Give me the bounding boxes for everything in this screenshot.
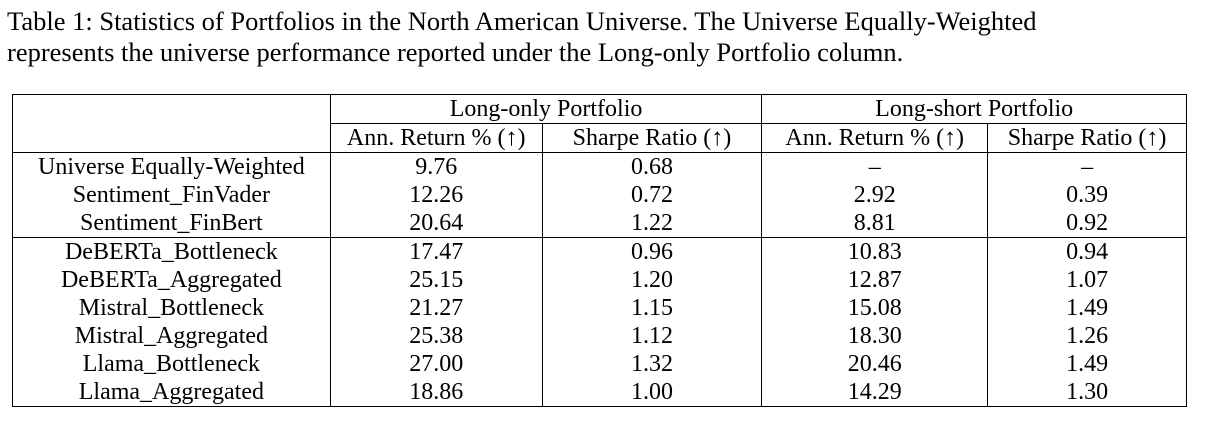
long-short-return-cell: – xyxy=(761,152,988,181)
long-short-return-cell: 14.29 xyxy=(761,378,988,407)
long-only-sharpe-cell: 1.12 xyxy=(541,322,762,350)
row-name-cell: DeBERTa_Bottleneck xyxy=(12,237,331,266)
row-name-cell: Mistral_Bottleneck xyxy=(78,295,265,321)
sub-header-lo-sharpe: Sharpe Ratio (↑) xyxy=(541,123,762,153)
long-only-return-cell: 27.00 xyxy=(329,350,543,378)
table-row: Sentiment_FinBert 20.64 1.22 8.81 0.92 xyxy=(13,209,1187,238)
long-short-sharpe-cell: 1.07 xyxy=(987,266,1187,294)
long-short-return-cell: 2.92 xyxy=(761,181,988,209)
long-short-return-cell: 10.83 xyxy=(761,237,988,266)
long-only-sharpe-cell: 1.20 xyxy=(541,266,762,294)
long-only-return-cell: 21.27 xyxy=(329,294,543,322)
sub-header-row: Ann. Return % (↑) Sharpe Ratio (↑) Ann. … xyxy=(13,123,1187,153)
sub-header-lo-return: Ann. Return % (↑) xyxy=(329,123,543,153)
long-short-sharpe-cell: 0.92 xyxy=(987,209,1187,238)
table-row: Llama_Aggregated 18.86 1.00 14.29 1.30 xyxy=(13,378,1187,407)
caption-line-2: represents the universe performance repo… xyxy=(7,37,904,67)
long-short-return-cell: 8.81 xyxy=(761,209,988,238)
long-only-return-cell: 25.15 xyxy=(329,266,543,294)
row-name-cell: DeBERTa_Aggregated xyxy=(60,267,282,293)
long-only-return-cell: 17.47 xyxy=(329,237,543,266)
long-short-sharpe-cell: 1.49 xyxy=(987,350,1187,378)
row-name-cell: Mistral_Aggregated xyxy=(74,323,269,349)
group-header-long-short: Long-short Portfolio xyxy=(761,94,1187,124)
corner-cell-sub xyxy=(13,124,331,153)
long-short-return-cell: 15.08 xyxy=(761,294,988,322)
group-header-row: Long-only Portfolio Long-short Portfolio xyxy=(13,94,1187,124)
table-row: DeBERTa_Aggregated 25.15 1.20 12.87 1.07 xyxy=(13,266,1187,294)
table-row: Mistral_Aggregated 25.38 1.12 18.30 1.26 xyxy=(13,322,1187,350)
long-only-sharpe-cell: 0.72 xyxy=(541,181,762,209)
sub-header-ls-return: Ann. Return % (↑) xyxy=(761,123,988,153)
long-only-return-cell: 9.76 xyxy=(329,152,543,181)
long-only-return-cell: 20.64 xyxy=(329,209,543,238)
long-short-sharpe-cell: 1.49 xyxy=(987,294,1187,322)
long-only-sharpe-cell: 1.00 xyxy=(541,378,762,407)
long-short-sharpe-cell: 1.30 xyxy=(987,378,1187,407)
long-short-return-cell: 18.30 xyxy=(761,322,988,350)
long-short-sharpe-cell: 0.94 xyxy=(987,237,1187,266)
long-short-return-cell: 12.87 xyxy=(761,266,988,294)
table-row: Sentiment_FinVader 12.26 0.72 2.92 0.39 xyxy=(13,181,1187,209)
long-short-sharpe-cell: 0.39 xyxy=(987,181,1187,209)
long-short-sharpe-cell: – xyxy=(987,152,1187,181)
row-name-cell: Sentiment_FinVader xyxy=(72,182,271,208)
portfolio-statistics-table: Long-only Portfolio Long-short Portfolio… xyxy=(12,94,1187,407)
long-short-sharpe-cell: 1.26 xyxy=(987,322,1187,350)
row-name-cell: Llama_Aggregated xyxy=(78,379,264,405)
long-short-return-cell: 20.46 xyxy=(761,350,988,378)
table-body: Universe Equally-Weighted 9.76 0.68– – Senti… xyxy=(12,152,1187,407)
row-name-cell: Sentiment_FinBert xyxy=(80,210,263,236)
long-only-sharpe-cell: 1.22 xyxy=(541,209,762,238)
long-only-sharpe-cell: 0.96 xyxy=(541,237,762,266)
long-only-return-cell: 12.26 xyxy=(329,181,543,209)
sub-header-ls-sharpe: Sharpe Ratio (↑) xyxy=(987,123,1187,153)
caption-line-1: Table 1: Statistics of Portfolios in the… xyxy=(7,6,1037,36)
table-row: Universe Equally-Weighted 9.76 0.68– – xyxy=(12,152,1187,181)
long-only-return-cell: 25.38 xyxy=(329,322,543,350)
row-name-cell: Llama_Bottleneck xyxy=(82,351,261,377)
table-row: Mistral_Bottleneck 21.27 1.15 15.08 1.49 xyxy=(13,294,1187,322)
table-row: Llama_Bottleneck 27.00 1.32 20.46 1.49 xyxy=(13,350,1187,378)
table-caption: Table 1: Statistics of Portfolios in the… xyxy=(7,6,1203,68)
long-only-sharpe-cell: 0.68 xyxy=(541,152,762,181)
group-header-long-only: Long-only Portfolio xyxy=(329,94,762,124)
long-only-return-cell: 18.86 xyxy=(329,378,543,407)
corner-cell xyxy=(13,95,331,124)
row-name-cell: Universe Equally-Weighted xyxy=(12,152,331,181)
table-row: DeBERTa_Bottleneck 17.47 0.96 10.83 0.94 xyxy=(12,237,1187,266)
long-only-sharpe-cell: 1.15 xyxy=(541,294,762,322)
long-only-sharpe-cell: 1.32 xyxy=(541,350,762,378)
